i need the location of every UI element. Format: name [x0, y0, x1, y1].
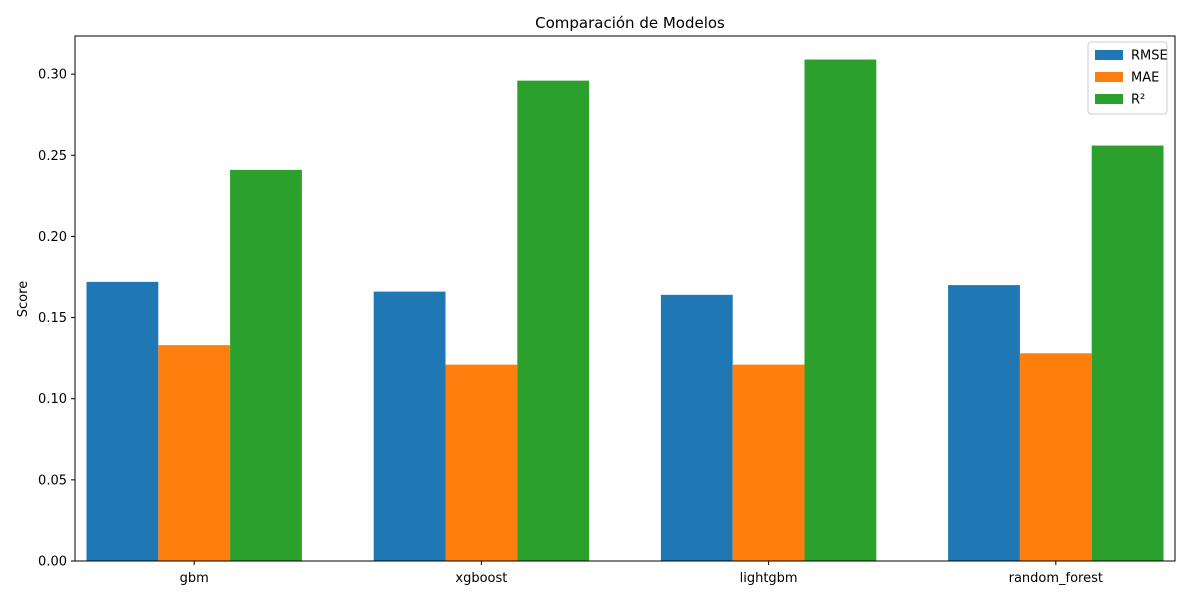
bar-rmse-xgboost — [373, 291, 446, 561]
bar-rmse-gbm — [86, 281, 159, 561]
x-tick-label: random_forest — [1009, 571, 1103, 586]
legend: RMSE MAE R² — [1087, 41, 1168, 115]
y-axis-ticks: 0.00 0.05 0.10 0.15 0.20 0.25 0.30 — [38, 68, 75, 570]
bar-r-xgboost — [517, 80, 590, 561]
bar-r-gbm — [230, 169, 302, 561]
y-tick-label: 0.10 — [38, 392, 67, 407]
legend-label: MAE — [1131, 71, 1159, 86]
plot-frame — [74, 35, 1176, 562]
bar-r-lightgbm — [804, 59, 877, 562]
y-tick-label: 0.15 — [38, 311, 67, 326]
x-tick-label: xgboost — [455, 571, 507, 586]
bar-mae-gbm — [158, 345, 231, 561]
chart-title: Comparación de Modelos — [535, 14, 725, 32]
bar-mae-random_forest — [1019, 353, 1092, 561]
y-axis-label: Score — [16, 281, 31, 317]
legend-label: R² — [1131, 93, 1145, 108]
legend-swatch — [1095, 50, 1123, 60]
bar-mae-lightgbm — [732, 364, 805, 561]
bar-rmse-lightgbm — [660, 294, 733, 561]
bar-rmse-random_forest — [948, 285, 1020, 561]
y-tick-label: 0.30 — [38, 68, 67, 83]
bar-mae-xgboost — [445, 364, 518, 561]
y-tick-label: 0.20 — [38, 230, 67, 245]
legend-swatch — [1095, 72, 1123, 82]
y-tick-label: 0.05 — [38, 473, 67, 488]
legend-swatch — [1095, 94, 1123, 104]
x-tick-label: lightgbm — [740, 571, 798, 586]
bars-group — [86, 59, 1164, 562]
legend-label: RMSE — [1131, 49, 1168, 64]
y-tick-label: 0.25 — [38, 149, 67, 164]
x-tick-label: gbm — [180, 571, 209, 586]
x-axis-ticks: gbm xgboost lightgbm random_forest — [180, 561, 1103, 586]
y-tick-label: 0.00 — [38, 555, 67, 570]
bar-r-random_forest — [1091, 145, 1164, 561]
